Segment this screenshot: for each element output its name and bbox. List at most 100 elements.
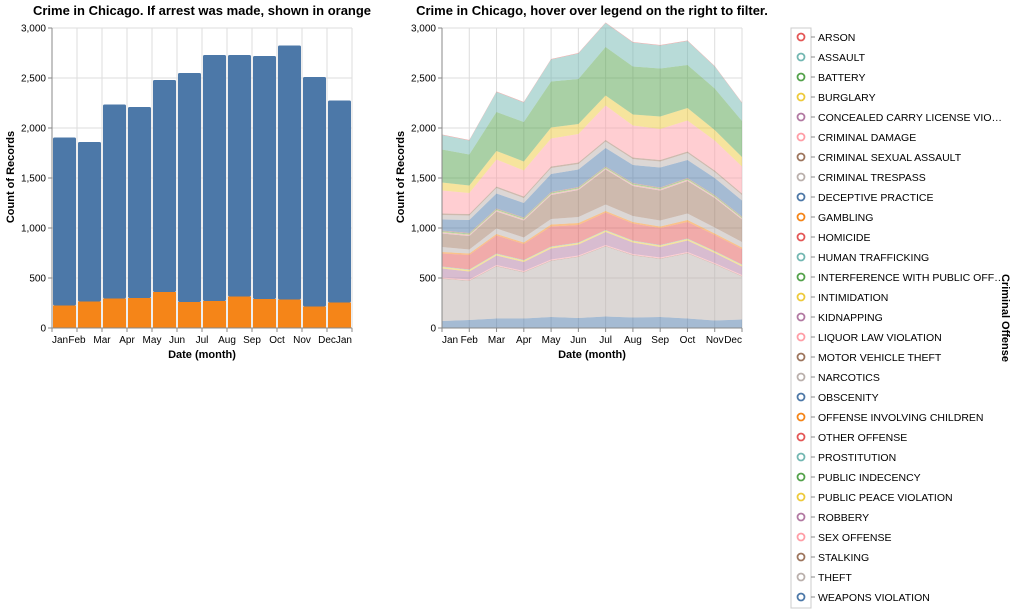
- legend-item[interactable]: INTERFERENCE WITH PUBLIC OFF…: [796, 272, 1005, 284]
- area-chart-y-tick-label: 1,000: [411, 224, 436, 235]
- legend-item[interactable]: CONCEALED CARRY LICENSE VIO…: [796, 112, 1003, 124]
- bar-arrest: [103, 298, 126, 328]
- bar-chart-x-tick-label: Mar: [93, 335, 111, 346]
- legend-symbol: [796, 172, 806, 182]
- legend-label: CRIMINAL TRESPASS: [818, 172, 926, 184]
- legend-item[interactable]: KIDNAPPING: [796, 312, 883, 324]
- legend-item[interactable]: WEAPONS VIOLATION: [796, 592, 930, 604]
- bar-arrest: [153, 292, 176, 328]
- bar-chart-x-tick-label: Sep: [243, 335, 261, 346]
- legend-item[interactable]: NARCOTICS: [796, 372, 880, 384]
- legend-item[interactable]: HUMAN TRAFFICKING: [796, 252, 930, 264]
- legend-label: PUBLIC INDECENCY: [818, 472, 921, 484]
- bar-arrest: [278, 299, 301, 328]
- legend-item[interactable]: CRIMINAL TRESPASS: [796, 172, 926, 184]
- area-chart-x-tick-label: Feb: [461, 335, 479, 346]
- bar-arrest: [228, 296, 251, 328]
- bar-chart-x-tick-label: Jun: [169, 335, 185, 346]
- area-chart-y-tick-label: 2,500: [411, 74, 436, 85]
- area-chart-y-tick-label: 1,500: [411, 174, 436, 185]
- bar-no-arrest: [303, 77, 326, 307]
- legend-label: DECEPTIVE PRACTICE: [818, 192, 934, 204]
- legend-item[interactable]: LIQUOR LAW VIOLATION: [796, 332, 942, 344]
- legend-symbol: [796, 292, 806, 302]
- legend-item[interactable]: OBSCENITY: [796, 392, 879, 404]
- legend-symbol: [796, 472, 806, 482]
- legend-label: STALKING: [818, 552, 869, 564]
- legend-item[interactable]: BURGLARY: [796, 92, 876, 104]
- area-series-burglary: [442, 95, 742, 193]
- legend-item[interactable]: HOMICIDE: [796, 232, 871, 244]
- legend-item[interactable]: PUBLIC INDECENCY: [796, 472, 921, 484]
- bar-chart-x-tick-label: Feb: [68, 335, 86, 346]
- area-series-assault: [442, 23, 742, 155]
- area-chart-y-tick-label: 3,000: [411, 24, 436, 35]
- legend-item[interactable]: DECEPTIVE PRACTICE: [796, 192, 934, 204]
- bar-chart-x-tick-label: Oct: [269, 335, 285, 346]
- legend-symbol: [796, 272, 806, 282]
- bar-chart-y-tick-label: 1,500: [21, 174, 46, 185]
- legend-symbol: [796, 552, 806, 562]
- bar-chart-grid: [51, 27, 353, 329]
- legend-label: CRIMINAL SEXUAL ASSAULT: [818, 152, 962, 164]
- area-series-criminal-trespass: [442, 141, 742, 220]
- bar-no-arrest: [278, 45, 301, 300]
- legend-symbol: [796, 72, 806, 82]
- legend-symbol: [796, 212, 806, 222]
- bar-chart-x-axis: Jan Feb Mar Apr May Jun Jul Aug Sep Oct Nov Dec Jan: [51, 327, 353, 346]
- legend-item[interactable]: CRIMINAL DAMAGE: [796, 132, 917, 144]
- legend-label: ROBBERY: [818, 512, 869, 524]
- legend-item[interactable]: BATTERY: [796, 72, 866, 84]
- area-chart-x-axis: Jan Feb Mar Apr May Jun Jul Aug Sep Oct Nov Dec: [441, 327, 743, 346]
- legend-item[interactable]: OFFENSE INVOLVING CHILDREN: [796, 412, 984, 424]
- legend-title: Criminal Offense: [999, 274, 1011, 362]
- bar-no-arrest: [328, 100, 351, 303]
- legend-item[interactable]: ARSON: [796, 32, 856, 44]
- legend-symbol: [796, 392, 806, 402]
- legend-label: SEX OFFENSE: [818, 532, 892, 544]
- area-series-motor-vehicle-theft: [442, 169, 742, 250]
- legend-symbol: [796, 232, 806, 242]
- legend-item[interactable]: STALKING: [796, 552, 870, 564]
- legend-item[interactable]: ROBBERY: [796, 512, 870, 524]
- legend-label: LIQUOR LAW VIOLATION: [818, 332, 942, 344]
- legend-label: KIDNAPPING: [818, 312, 883, 324]
- legend-item[interactable]: OTHER OFFENSE: [796, 432, 908, 444]
- bar-no-arrest: [128, 107, 151, 298]
- legend-label: HOMICIDE: [818, 232, 871, 244]
- legend-item[interactable]: MOTOR VEHICLE THEFT: [796, 352, 942, 364]
- legend-symbol: [796, 412, 806, 422]
- legend-symbol: [796, 312, 806, 322]
- legend-item[interactable]: CRIMINAL SEXUAL ASSAULT: [796, 152, 962, 164]
- legend-item[interactable]: SEX OFFENSE: [796, 532, 892, 544]
- area-chart-x-axis-title: Date (month): [558, 349, 626, 361]
- bar-no-arrest: [253, 56, 276, 299]
- legend-item[interactable]: PUBLIC PEACE VIOLATION: [796, 492, 953, 504]
- legend-label: ARSON: [818, 32, 855, 44]
- legend-symbol: [796, 32, 806, 42]
- bar-arrest: [53, 305, 76, 328]
- legend: ARSON ASSAULT BATTERY BURGLARY CONCEALED CAR…: [790, 27, 1011, 609]
- bar-no-arrest: [53, 137, 76, 306]
- area-series-criminal-damage: [442, 105, 742, 214]
- legend-label: HUMAN TRAFFICKING: [818, 252, 929, 264]
- legend-label: BATTERY: [818, 72, 865, 84]
- bar-chart: Crime in Chicago. If arrest was made, sh…: [5, 3, 371, 361]
- legend-label: OFFENSE INVOLVING CHILDREN: [818, 412, 984, 424]
- area-chart-x-tick-label: May: [542, 335, 561, 346]
- bar-chart-y-tick-label: 500: [29, 274, 46, 285]
- bar-chart-x-tick-label: Aug: [218, 335, 236, 346]
- area-chart: Crime in Chicago, hover over legend on t…: [395, 3, 768, 361]
- area-series-battery: [442, 47, 742, 186]
- legend-item[interactable]: PROSTITUTION: [796, 452, 897, 464]
- legend-symbol: [796, 492, 806, 502]
- legend-item[interactable]: GAMBLING: [796, 212, 874, 224]
- area-chart-x-tick-label: Nov: [706, 335, 724, 346]
- area-chart-y-axis: 0 500 1,000 1,500 2,000 2,500 3,000: [411, 24, 443, 335]
- bar-chart-x-axis-title: Date (month): [168, 349, 236, 361]
- legend-item[interactable]: ASSAULT: [796, 52, 866, 64]
- legend-item[interactable]: THEFT: [796, 572, 853, 584]
- legend-frame: [790, 27, 812, 609]
- area-chart-marks: [442, 22, 742, 328]
- legend-item[interactable]: INTIMIDATION: [796, 292, 889, 304]
